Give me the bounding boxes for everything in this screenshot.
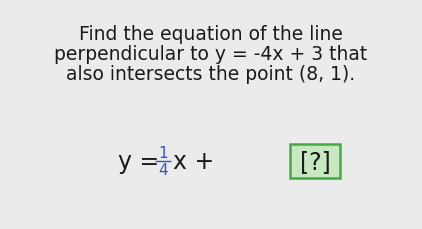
- Text: [?]: [?]: [300, 149, 330, 173]
- Text: also intersects the point (8, 1).: also intersects the point (8, 1).: [66, 65, 356, 84]
- Text: x +: x +: [173, 149, 222, 173]
- Text: perpendicular to y = -4x + 3 that: perpendicular to y = -4x + 3 that: [54, 45, 368, 64]
- FancyBboxPatch shape: [290, 144, 340, 178]
- Text: Find the equation of the line: Find the equation of the line: [79, 25, 343, 44]
- Text: 1: 1: [158, 145, 168, 160]
- Text: y =: y =: [118, 149, 167, 173]
- Text: 4: 4: [158, 163, 168, 178]
